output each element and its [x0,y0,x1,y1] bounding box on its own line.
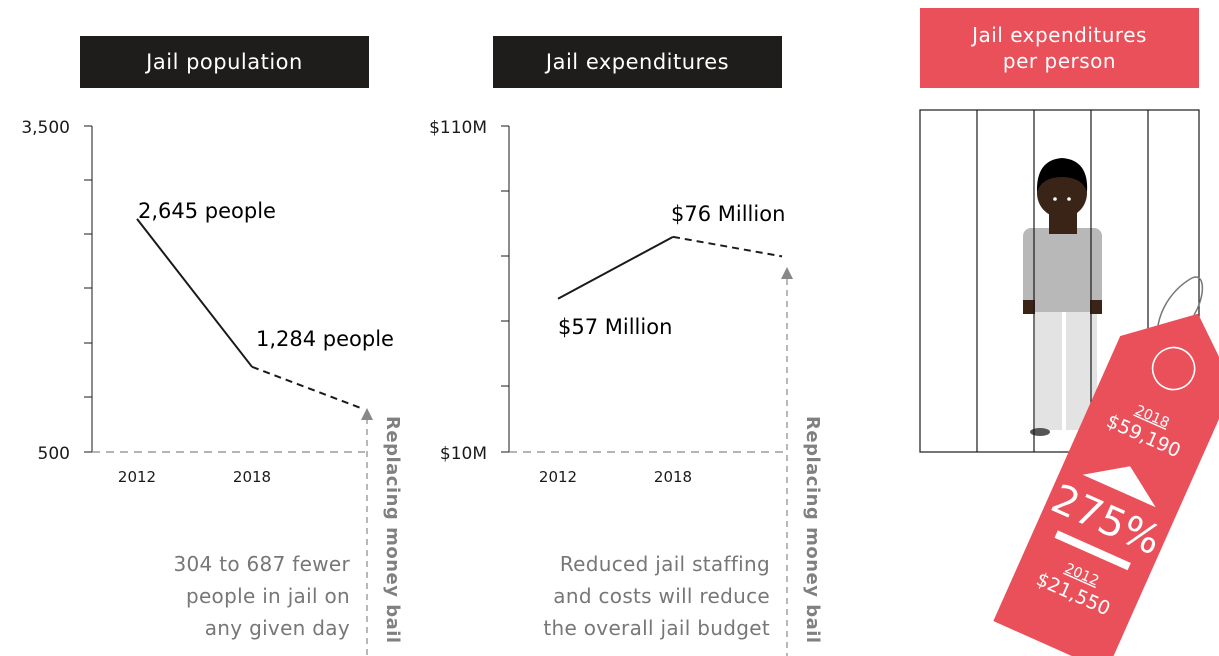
tag-hole [1151,346,1196,391]
population-note-line: 304 to 687 fewer [173,552,350,576]
population-projection-line [251,365,363,410]
population-vertical-label: Replacing money bail [382,416,403,644]
expenditures-chart: $110M $10M 2012 2018 $57 Million $76 Mil… [429,118,793,656]
population-y-ticks [84,125,92,453]
expenditures-xtick-2018: 2018 [654,468,692,486]
tag-bar [1054,530,1131,571]
tag-shape [993,313,1219,656]
cell-frame [919,109,1200,453]
expenditures-vertical-label: Replacing money bail [802,416,823,644]
expenditures-ytick-bottom: $10M [440,444,487,464]
per-person-title: Jail expenditures per person [920,8,1199,88]
expenditures-arrow-head-icon [781,267,793,279]
expenditures-note-line: and costs will reduce [553,584,770,608]
population-arrow-head-icon [361,408,373,420]
expenditures-note: Reduced jail staffing and costs will red… [470,548,770,644]
population-series-line [136,218,253,368]
tag-up-arrow-icon [1082,466,1156,508]
expenditures-projection-line [672,235,783,258]
population-note-line: any given day [204,616,350,640]
population-label-2018: 1,284 people [256,327,394,351]
population-ytick-top: 3,500 [21,118,70,138]
expenditures-note-line: the overall jail budget [543,616,770,640]
per-person-title-line2: per person [1002,49,1117,73]
expenditures-y-ticks [501,125,509,453]
expenditures-title: Jail expenditures [493,36,782,88]
price-tag: 2018 $59,190 275% 2012 $21,550 [993,276,1219,656]
population-chart: 3,500 500 2012 2018 2,645 people 1,284 p… [21,118,394,656]
jail-cell-illustration [919,109,1200,453]
person-icon [1023,158,1102,436]
population-title: Jail population [80,36,369,88]
population-xtick-2012: 2012 [118,468,156,486]
population-note-line: people in jail on [185,584,350,608]
per-person-title-line1: Jail expenditures [972,23,1147,47]
expenditures-label-2012: $57 Million [558,315,672,339]
expenditures-note-line: Reduced jail staffing [559,552,770,576]
expenditures-xtick-2012: 2012 [539,468,577,486]
population-note: 304 to 687 fewer people in jail on any g… [60,548,350,644]
expenditures-ytick-top: $110M [429,118,487,138]
expenditures-series-line [557,235,674,300]
population-ytick-bottom: 500 [38,444,70,464]
population-xtick-2018: 2018 [233,468,271,486]
expenditures-label-2018: $76 Million [671,202,785,226]
population-label-2012: 2,645 people [138,199,276,223]
